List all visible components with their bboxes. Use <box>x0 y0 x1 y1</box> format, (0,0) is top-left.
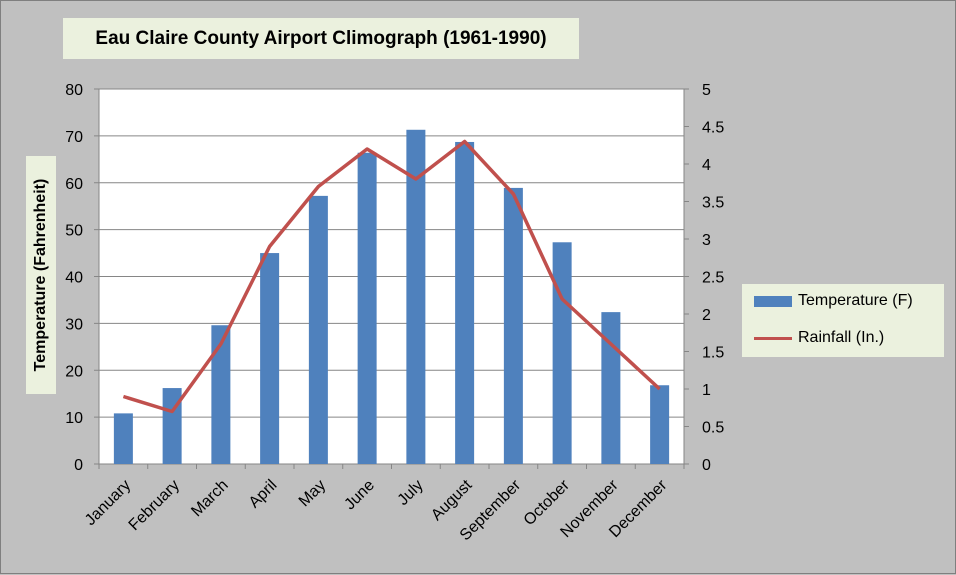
bar-temperature <box>211 325 231 464</box>
x-tick-label: June <box>341 477 378 514</box>
legend-item-temperature: Temperature (F) <box>742 290 913 312</box>
y-left-tick-label: 50 <box>65 223 83 240</box>
legend-item-rainfall: Rainfall (In.) <box>742 327 884 349</box>
x-tick-label: August <box>428 476 476 524</box>
y-left-tick-label: 20 <box>65 363 83 380</box>
y-left-tick-label: 60 <box>65 176 83 193</box>
bar-temperature <box>601 312 621 464</box>
y-left-tick-label: 80 <box>65 82 83 99</box>
bar-temperature <box>503 187 523 464</box>
line-rainfall <box>122 139 661 414</box>
bar-temperature <box>357 152 377 464</box>
y-right-tick-label: 0 <box>702 457 711 474</box>
y-left-tick-label: 70 <box>65 129 83 146</box>
x-tick-label: February <box>126 477 183 534</box>
bar-temperature <box>650 385 670 464</box>
legend-label-temperature: Temperature (F) <box>798 292 913 309</box>
y-right-tick-label: 0.5 <box>702 420 724 437</box>
y-right-tick-label: 2 <box>702 307 711 324</box>
legend: Temperature (F) Rainfall (In.) <box>742 284 944 357</box>
bar-temperature <box>260 253 280 464</box>
y-right-tick-label: 2.5 <box>702 270 724 287</box>
y-right-tick-label: 5 <box>702 82 711 99</box>
bar-temperature <box>113 413 133 464</box>
legend-swatch-rainfall <box>754 336 792 340</box>
bar-temperature <box>455 141 475 464</box>
chart-title-box: Eau Claire County Airport Climograph (19… <box>63 18 579 59</box>
y-right-tick-label: 1 <box>702 382 711 399</box>
y-axis-label-box <box>26 156 56 394</box>
y-left-tick-label: 30 <box>65 316 83 333</box>
bar-temperature <box>308 195 328 464</box>
x-tick-label: April <box>246 477 281 512</box>
x-tick-label: July <box>395 477 427 509</box>
x-tick-label: May <box>296 477 329 510</box>
y-right-tick-label: 3 <box>702 232 711 249</box>
y-left-tick-label: 10 <box>65 410 83 427</box>
y-left-tick-label: 0 <box>74 457 83 474</box>
x-tick-label: March <box>188 477 231 520</box>
y-right-tick-label: 1.5 <box>702 345 724 362</box>
y-right-tick-label: 4 <box>702 157 711 174</box>
legend-label-rainfall: Rainfall (In.) <box>798 329 885 346</box>
y-right-tick-label: 3.5 <box>702 195 724 212</box>
bar-temperature <box>552 242 572 464</box>
y-right-tick-label: 4.5 <box>702 120 724 137</box>
legend-swatch-temperature <box>754 295 792 307</box>
y-left-tick-label: 40 <box>65 270 83 287</box>
chart-title: Eau Claire County Airport Climograph (19… <box>95 27 547 49</box>
bar-temperature <box>406 129 426 464</box>
